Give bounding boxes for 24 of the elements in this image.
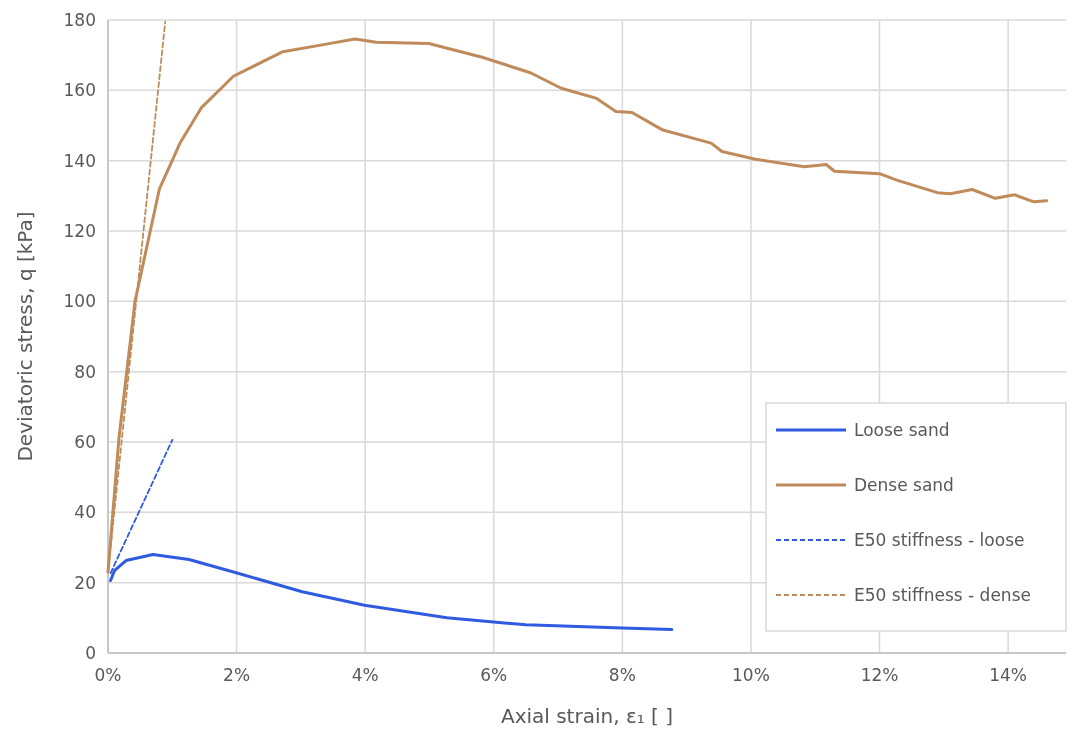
x-tick-label: 14% bbox=[989, 665, 1028, 685]
x-tick-label: 6% bbox=[480, 665, 508, 685]
y-tick-label: 20 bbox=[74, 572, 96, 593]
y-tick-label: 160 bbox=[63, 80, 96, 101]
x-tick-label: 10% bbox=[732, 665, 770, 685]
y-tick-label: 40 bbox=[74, 502, 96, 523]
y-tick-label: 180 bbox=[63, 10, 96, 30]
y-axis-title: Deviatoric stress, q [kPa] bbox=[13, 211, 37, 462]
x-tick-label: 4% bbox=[351, 665, 379, 685]
x-axis-title: Axial strain, ε₁ [ ] bbox=[500, 704, 674, 728]
y-tick-label: 100 bbox=[63, 291, 96, 312]
y-tick-label: 120 bbox=[63, 221, 96, 241]
y-tick-label: 0 bbox=[85, 643, 96, 663]
x-tick-label: 8% bbox=[608, 665, 636, 685]
y-tick-label: 140 bbox=[63, 150, 96, 171]
x-tick-label: 2% bbox=[223, 665, 251, 685]
legend-label: Dense sand bbox=[854, 475, 954, 495]
y-tick-label: 80 bbox=[74, 361, 96, 382]
legend-label: E50 stiffness - loose bbox=[854, 530, 1025, 550]
legend-label: E50 stiffness - dense bbox=[854, 585, 1031, 605]
x-tick-label: 12% bbox=[860, 665, 899, 685]
y-tick-label: 60 bbox=[74, 432, 96, 452]
legend-label: Loose sand bbox=[854, 420, 950, 440]
x-tick-label: 0% bbox=[94, 665, 122, 685]
